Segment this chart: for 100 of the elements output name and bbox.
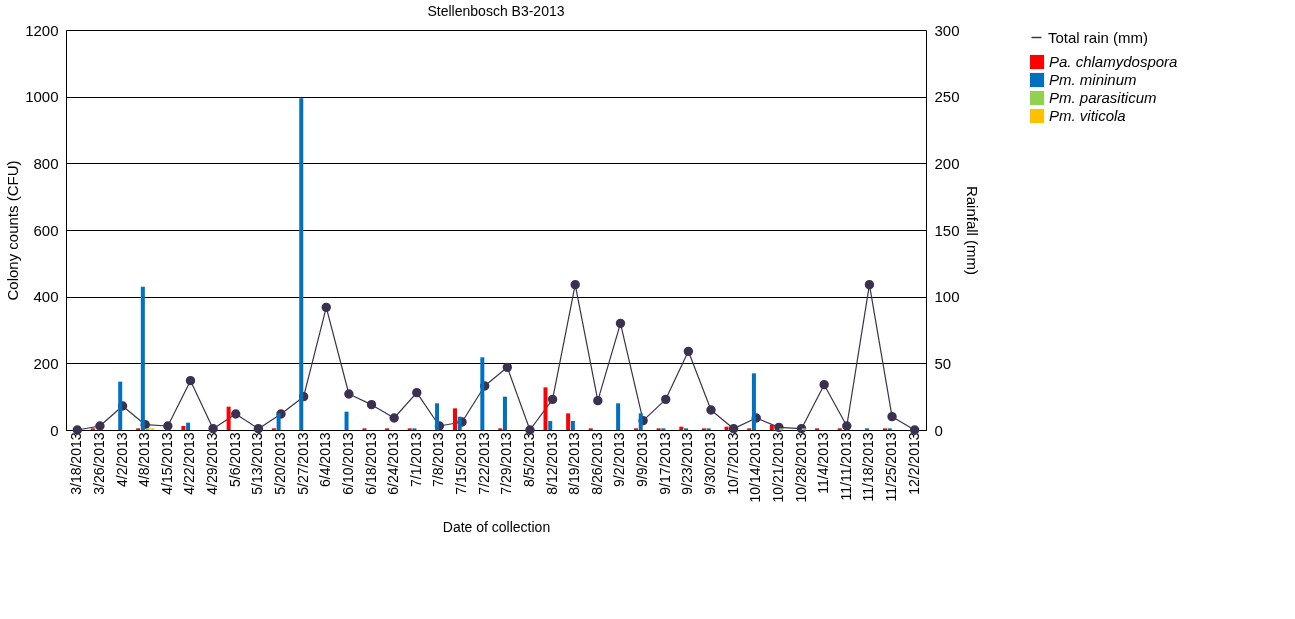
y2-tick-label: 200 (934, 154, 960, 172)
y-tick-label: 1000 (25, 88, 59, 106)
legend-label: Pm. mininum (1049, 71, 1137, 88)
y-tick-label: 400 (33, 288, 59, 306)
x-tick-label: 3/18/2013 (68, 432, 85, 495)
y2-tick-label: 150 (934, 221, 960, 239)
bar (570, 421, 575, 430)
chart-title: Stellenbosch B3-2013 (427, 3, 565, 19)
x-tick-label: 8/19/2013 (566, 432, 583, 495)
x-tick-label: 4/8/2013 (136, 432, 153, 487)
x-tick-label: 5/6/2013 (226, 432, 243, 487)
legend-label: Total rain (mm) (1048, 28, 1149, 46)
bar (435, 403, 440, 430)
point (321, 302, 331, 313)
legend-label: Pm. viticola (1049, 107, 1126, 124)
y2-tick-label: 50 (934, 354, 952, 372)
bar (118, 381, 123, 430)
x-tick-label: 6/24/2013 (385, 432, 402, 495)
x-tick-label: 7/8/2013 (430, 432, 447, 487)
x-tick-label: 9/23/2013 (679, 432, 696, 495)
bar (566, 413, 571, 430)
bar (502, 396, 507, 430)
x-tick-label: 12/2/2013 (905, 432, 922, 495)
point (570, 279, 580, 290)
point (842, 421, 852, 431)
x-tick-label: 9/30/2013 (702, 432, 718, 495)
x-tick-label: 8/12/2013 (543, 432, 560, 495)
y2-tick-label: 100 (934, 288, 960, 306)
x-tick-label: 11/11/2013 (837, 432, 854, 501)
bar (276, 413, 281, 430)
point (615, 318, 626, 329)
x-tick-label: 9/17/2013 (656, 432, 673, 495)
point (819, 379, 829, 390)
point (366, 399, 377, 410)
point (389, 413, 399, 423)
point (502, 362, 513, 373)
x-tick-label: 9/9/2013 (634, 432, 651, 487)
x-tick-label: 6/4/2013 (317, 432, 334, 487)
y-tick-label: 0 (50, 421, 59, 439)
point (344, 389, 354, 399)
x-tick-label: 10/28/2013 (792, 432, 809, 503)
x-tick-label: 4/22/2013 (181, 432, 198, 495)
bar (548, 421, 553, 430)
y-tick-label: 600 (33, 221, 59, 239)
x-axis-title: Date of collection (442, 518, 551, 535)
x-tick-label: 4/15/2013 (158, 432, 175, 495)
bar (769, 425, 774, 430)
x-tick-label: 5/20/2013 (272, 432, 288, 495)
x-tick-label: 10/7/2013 (724, 432, 741, 495)
x-tick-label: 5/13/2013 (249, 432, 266, 495)
y2-tick-label: 250 (934, 88, 960, 106)
bar (299, 98, 304, 430)
x-tick-label: 11/4/2013 (815, 432, 832, 494)
bar (457, 416, 462, 430)
point (728, 423, 739, 434)
point (412, 387, 422, 398)
bar (226, 406, 231, 430)
point (185, 375, 196, 386)
bar (480, 357, 485, 430)
point (95, 421, 105, 431)
point (683, 346, 694, 357)
y2-tick-label: 300 (934, 21, 960, 39)
x-tick-label: 3/26/2013 (90, 432, 107, 495)
y-tick-label: 800 (33, 154, 59, 172)
x-tick-label: 11/18/2013 (860, 432, 877, 502)
bar (140, 286, 145, 430)
bar (181, 426, 186, 430)
x-tick-label: 6/18/2013 (362, 432, 379, 495)
y2-tick-label: 0 (934, 421, 943, 439)
legend-label: Pa. chlamydospora (1049, 53, 1178, 70)
y-tick-label: 200 (33, 354, 59, 372)
x-tick-label: 4/2/2013 (113, 432, 130, 487)
bar (186, 422, 191, 430)
point (661, 394, 671, 405)
legend-label: Pm. parasiticum (1049, 89, 1157, 106)
x-tick-label: 10/14/2013 (747, 432, 764, 503)
point (208, 423, 218, 434)
bar (452, 408, 457, 430)
x-tick-label: 7/15/2013 (453, 432, 470, 495)
bar (616, 403, 621, 430)
bar (724, 426, 729, 430)
x-tick-label: 4/29/2013 (204, 432, 221, 495)
x-tick-label: 6/10/2013 (339, 432, 356, 495)
x-tick-label: 11/25/2013 (883, 432, 900, 502)
bar (543, 387, 548, 430)
x-tick-label: 8/5/2013 (520, 432, 537, 487)
x-tick-label: 7/29/2013 (498, 432, 515, 495)
x-tick-label: 5/27/2013 (294, 432, 311, 495)
bar (344, 411, 349, 430)
point (163, 421, 173, 431)
bar (638, 413, 643, 430)
y2-axis-title: Rainfall (mm) (963, 185, 981, 276)
bar (679, 426, 684, 430)
y-axis-title: Colony counts (CFU) (4, 160, 22, 301)
point (547, 394, 558, 405)
x-tick-label: 8/26/2013 (588, 432, 605, 495)
point (253, 423, 264, 434)
y-tick-label: 1200 (25, 21, 59, 39)
point (706, 405, 716, 415)
x-tick-label: 7/22/2013 (475, 432, 492, 495)
